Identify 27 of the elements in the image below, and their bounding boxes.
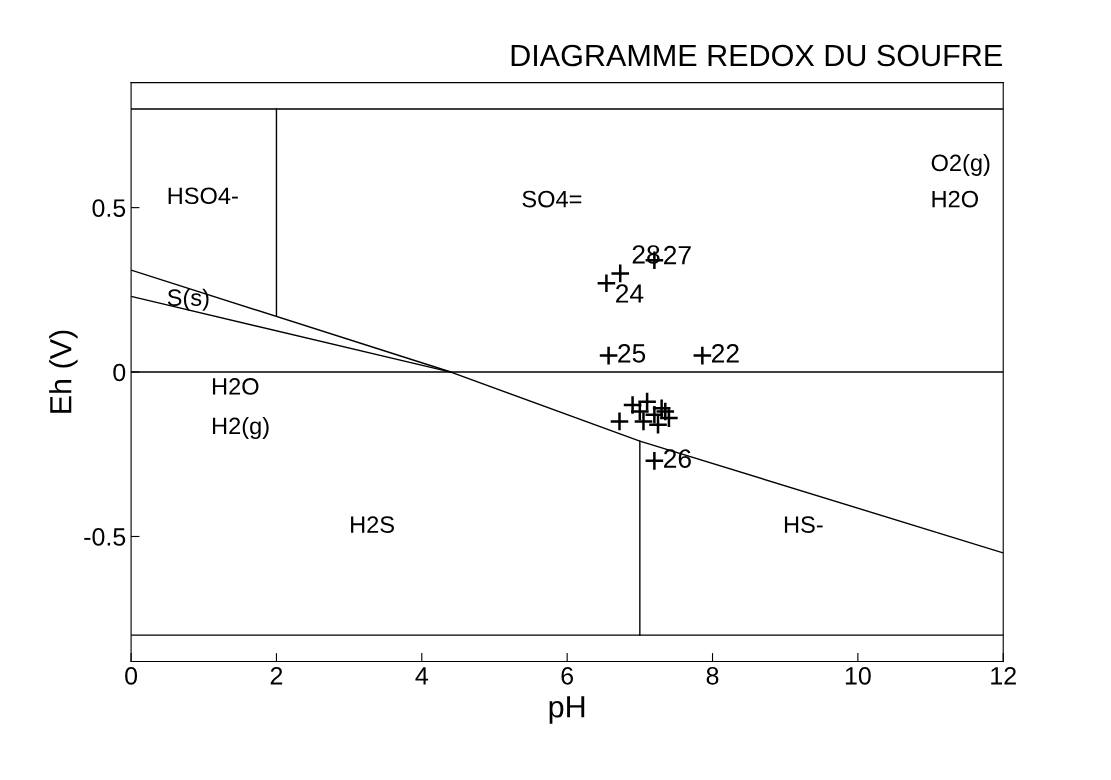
x-axis-title: pH	[549, 696, 585, 724]
annotation: S(s)	[167, 288, 209, 311]
annotation: O2(g)	[931, 153, 990, 176]
y-tick-label: -0.5	[84, 528, 126, 546]
y-tick-label: 0.5	[92, 199, 126, 217]
annotation: HS-	[784, 516, 823, 533]
x-tick-label: 8	[706, 666, 719, 685]
y-tick-label: 0	[113, 363, 126, 382]
annotation: 24	[616, 284, 644, 303]
annotation: H2O	[212, 378, 259, 395]
x-tick-label: 12	[991, 666, 1016, 685]
annotation: 25	[618, 344, 646, 363]
annotation: 26	[664, 449, 691, 468]
annotation: 22	[712, 344, 739, 363]
y-axis-title: Eh (V)	[49, 330, 78, 413]
annotation: SO4=	[522, 190, 582, 208]
x-tick-label: 10	[845, 666, 871, 685]
annotation: HSO4-	[168, 187, 238, 205]
x-tick-label: 2	[270, 666, 283, 685]
annotation: H2O	[932, 190, 978, 208]
annotation: 27	[664, 245, 691, 265]
annotation: H2(g)	[212, 416, 269, 439]
chart-title: DIAGRAMME REDOX DU SOUFRE	[511, 44, 1002, 67]
x-tick-label: 6	[561, 666, 574, 685]
annotation: H2S	[351, 516, 394, 533]
x-tick-label: 4	[415, 667, 429, 685]
x-tick-label: 0	[125, 666, 138, 685]
